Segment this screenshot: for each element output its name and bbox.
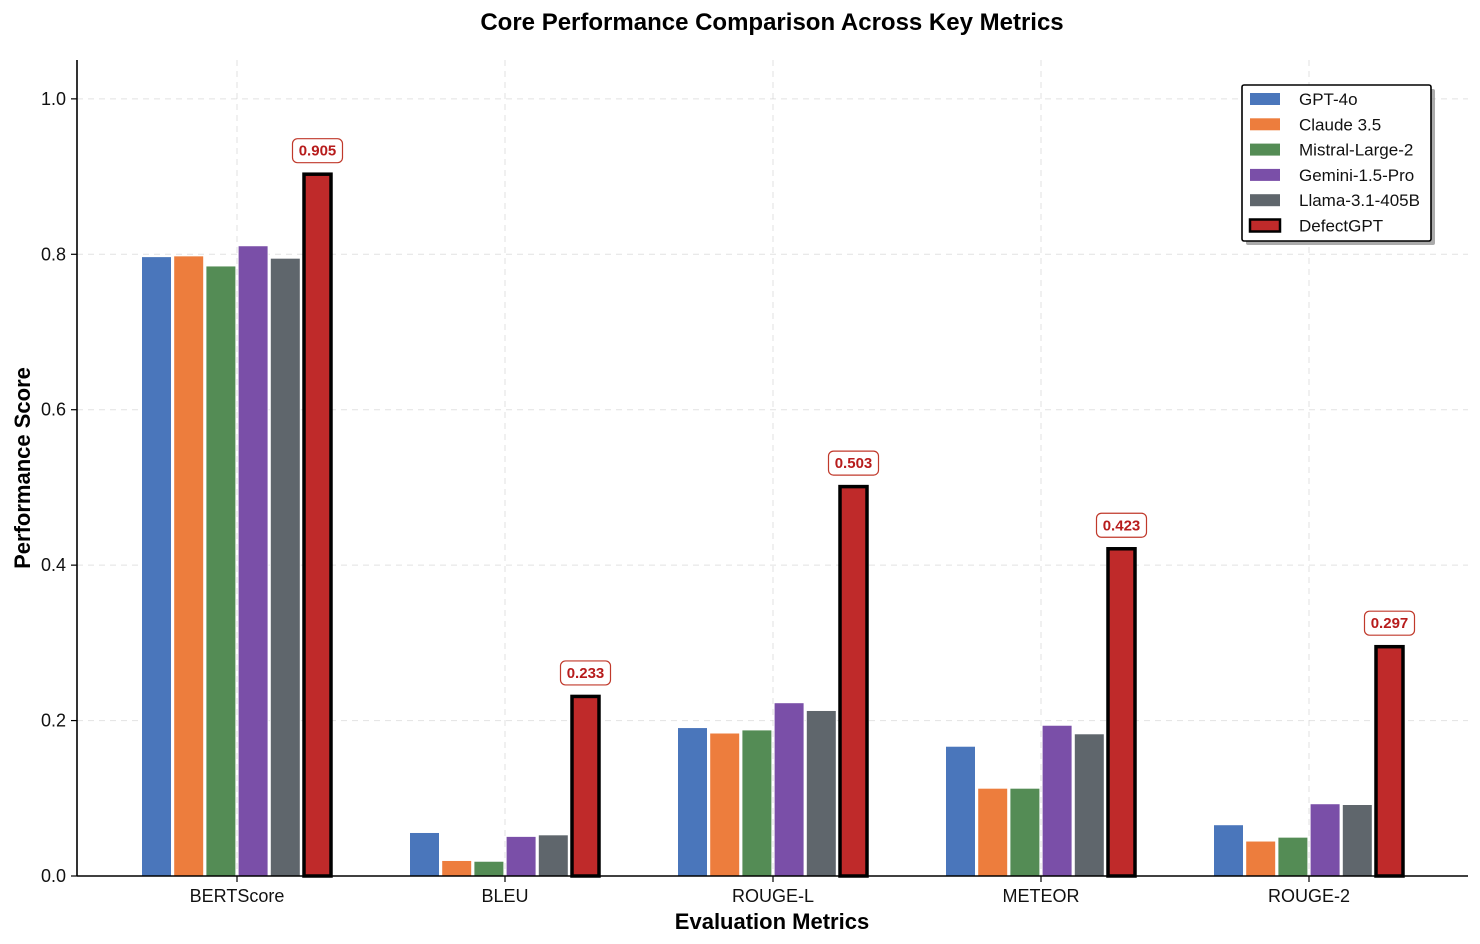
data-labels: 0.905 0.233 0.503 0.423 0.297 bbox=[291, 138, 1416, 686]
bar-gpt-4o-bleu bbox=[409, 831, 440, 877]
legend-label: Llama-3.1-405B bbox=[1299, 191, 1420, 210]
legend-swatch bbox=[1248, 218, 1282, 233]
y-axis-title: Performance Score bbox=[10, 367, 35, 569]
bar-gpt-4o-bertscore bbox=[141, 256, 172, 877]
bar-mistral-large-2-meteor bbox=[1009, 787, 1041, 877]
x-tick-label: ROUGE-2 bbox=[1268, 886, 1350, 906]
x-tick-label: METEOR bbox=[1002, 886, 1079, 906]
bar-gpt-4o-rouge-2 bbox=[1213, 824, 1244, 877]
legend-swatch bbox=[1250, 143, 1280, 156]
data-label-rouge-2: 0.297 bbox=[1371, 615, 1409, 632]
legend-label: GPT-4o bbox=[1299, 90, 1358, 109]
chart-title: Core Performance Comparison Across Key M… bbox=[480, 9, 1063, 36]
bar-gemini-1-5-pro-meteor bbox=[1041, 724, 1073, 877]
bar-gemini-1-5-pro-rouge-2 bbox=[1309, 803, 1341, 877]
bar-gpt-4o-meteor bbox=[945, 745, 976, 877]
bar-llama-3-1-405b-rouge-2 bbox=[1341, 804, 1373, 877]
legend-label: Claude 3.5 bbox=[1299, 115, 1381, 134]
bar-defectgpt-bleu bbox=[570, 694, 601, 878]
bars bbox=[141, 172, 1405, 878]
legend: GPT-4o Claude 3.5 Mistral-Large-2 Gemini-1.… bbox=[1241, 84, 1435, 245]
bar-gpt-4o-rouge-l bbox=[677, 727, 708, 877]
bar-defectgpt-rouge-l bbox=[838, 484, 869, 878]
data-label-box bbox=[1363, 610, 1416, 636]
y-tick-label: 0.6 bbox=[41, 400, 66, 420]
legend-swatch bbox=[1250, 118, 1280, 131]
bar-gemini-1-5-pro-rouge-l bbox=[773, 702, 805, 877]
bar-llama-3-1-405b-meteor bbox=[1073, 733, 1105, 877]
data-label-box bbox=[827, 450, 880, 476]
legend-box bbox=[1241, 84, 1432, 242]
data-label-bertscore: 0.905 bbox=[299, 143, 337, 160]
y-tick-label: 0.2 bbox=[41, 711, 66, 731]
bar-claude-3-5-meteor bbox=[977, 787, 1009, 877]
data-label-box bbox=[291, 138, 344, 164]
bar-gemini-1-5-pro-bleu bbox=[505, 835, 537, 877]
bar-llama-3-1-405b-rouge-l bbox=[805, 709, 837, 877]
data-label-rouge-l: 0.503 bbox=[835, 455, 873, 472]
legend-label: Gemini-1.5-Pro bbox=[1299, 166, 1414, 185]
data-label-bleu: 0.233 bbox=[567, 665, 605, 682]
bar-mistral-large-2-bertscore bbox=[205, 265, 237, 877]
legend-label: DefectGPT bbox=[1299, 217, 1383, 236]
bar-claude-3-5-rouge-l bbox=[709, 732, 741, 877]
x-tick-label: BERTScore bbox=[190, 886, 285, 906]
bar-mistral-large-2-rouge-l bbox=[741, 729, 773, 877]
y-tick-label: 1.0 bbox=[41, 89, 66, 109]
data-label-meteor: 0.423 bbox=[1103, 517, 1141, 534]
x-tick-label: BLEU bbox=[481, 886, 528, 906]
bar-claude-3-5-bertscore bbox=[173, 255, 205, 877]
data-label-box bbox=[559, 660, 612, 686]
bar-llama-3-1-405b-bleu bbox=[537, 834, 569, 877]
y-tick-label: 0.4 bbox=[41, 555, 66, 575]
bar-defectgpt-bertscore bbox=[302, 172, 333, 878]
bar-mistral-large-2-bleu bbox=[473, 860, 505, 877]
legend-swatch bbox=[1250, 194, 1280, 207]
bar-defectgpt-rouge-2 bbox=[1374, 644, 1405, 878]
y-tick-label: 0.8 bbox=[41, 244, 66, 264]
bar-llama-3-1-405b-bertscore bbox=[269, 257, 301, 877]
data-label-box bbox=[1095, 512, 1148, 538]
bar-mistral-large-2-rouge-2 bbox=[1277, 836, 1309, 877]
legend-swatch bbox=[1250, 93, 1280, 105]
x-axis-title: Evaluation Metrics bbox=[675, 909, 869, 934]
y-tick-label: 0.0 bbox=[41, 866, 66, 886]
x-tick-label: ROUGE-L bbox=[732, 886, 814, 906]
bar-gemini-1-5-pro-bertscore bbox=[237, 245, 269, 877]
bar-claude-3-5-bleu bbox=[441, 859, 473, 877]
bar-claude-3-5-rouge-2 bbox=[1245, 840, 1277, 877]
axes: 0.0 0.2 0.4 0.6 0.8 1.0 BERTScore BLEU ROUGE-L ME… bbox=[41, 60, 1468, 906]
legend-swatch bbox=[1250, 168, 1280, 181]
bar-defectgpt-meteor bbox=[1106, 547, 1137, 878]
legend-label: Mistral-Large-2 bbox=[1299, 141, 1413, 160]
